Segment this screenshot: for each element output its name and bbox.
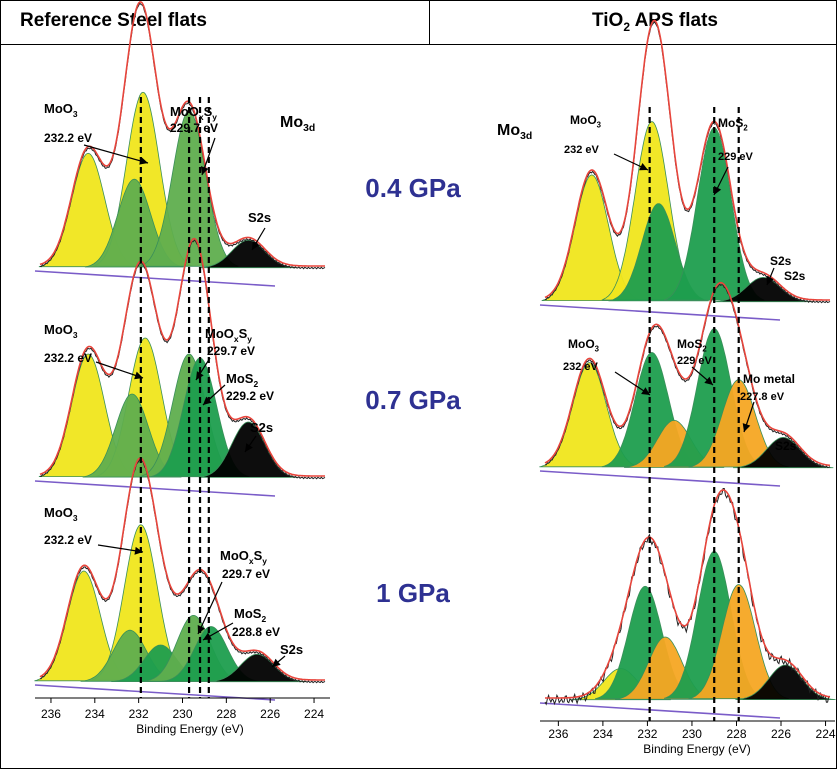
x-tick-label: 236 — [41, 707, 61, 721]
baseline-line — [539, 702, 781, 719]
x-tick-label: 234 — [593, 727, 613, 741]
label-s2s: S2s — [784, 269, 806, 283]
fit-envelope-line — [544, 19, 830, 301]
raw-data-line — [39, 458, 326, 684]
label-energy: 232.2 eV — [44, 131, 92, 145]
fit-envelope-line — [545, 489, 831, 699]
x-tick-label: 236 — [548, 727, 568, 741]
label-energy: 229.2 eV — [226, 389, 274, 403]
header-divider — [429, 0, 430, 44]
arrow-head — [714, 186, 722, 195]
pressure-label: 0.7 GPa — [365, 385, 461, 415]
baseline-line — [34, 480, 276, 497]
fit-envelope-line — [39, 237, 325, 477]
baseline-line — [539, 304, 781, 321]
raw-data-line — [544, 20, 831, 304]
x-tick-label: 228 — [216, 707, 236, 721]
x-tick-label: 228 — [726, 727, 746, 741]
label-energy: 229.7 eV — [207, 344, 255, 358]
left-panel-title: Reference Steel flats — [20, 10, 207, 31]
arrow-head — [704, 376, 713, 385]
label-energy: 229.7 eV — [170, 121, 218, 135]
panel-tio2 — [539, 19, 836, 726]
fit-envelope-line — [39, 457, 325, 681]
label-s2s: S2s — [248, 210, 271, 225]
label-mooxsy: MoOxSy — [170, 104, 217, 122]
baseline-line — [539, 470, 781, 487]
label-energy: 232 eV — [563, 361, 599, 373]
right-panel-title: TiO2 APS flats — [592, 10, 719, 34]
arrow-line — [83, 144, 149, 164]
x-tick-label: 234 — [85, 707, 105, 721]
arrow-line — [95, 361, 144, 379]
header-bar: Reference Steel flats TiO2 APS flats — [0, 0, 837, 45]
label-energy: 229 eV — [718, 151, 754, 163]
x-tick-label: 232 — [129, 707, 149, 721]
panel-steel — [34, 1, 330, 703]
arrow-head — [639, 162, 648, 171]
spectrum-1-gpa — [539, 488, 836, 719]
label-s2s: S2s — [775, 439, 797, 453]
x-axis-title: Binding Energy (eV) — [643, 742, 750, 756]
x-tick-label: 224 — [304, 707, 324, 721]
pressure-label: 1 GPa — [376, 578, 450, 608]
label-energy: 228.8 eV — [232, 625, 280, 639]
spectrum-0.4-gpa — [34, 1, 326, 287]
x-tick-label: 226 — [771, 727, 791, 741]
label-energy: 229 eV — [677, 355, 713, 367]
baseline-line — [34, 270, 276, 287]
x-tick-label: 230 — [682, 727, 702, 741]
mo3d-label: Mo3d — [497, 122, 532, 142]
label-mooxsy: MoOxSy — [220, 548, 267, 566]
label-energy: 229.7 eV — [222, 567, 270, 581]
label-energy: 232.2 eV — [44, 351, 92, 365]
label-mooxsy: MoOxSy — [205, 326, 252, 344]
label-energy: 232.2 eV — [44, 533, 92, 547]
label-mos2: MoS2 — [677, 337, 707, 354]
label-moo3: MoO3 — [44, 322, 78, 340]
label-s2s: S2s — [770, 254, 792, 268]
arrow-head — [134, 546, 143, 555]
fit-envelope-line — [544, 281, 831, 467]
arrow-head — [200, 166, 209, 175]
label-moo3: MoO3 — [44, 101, 78, 119]
arrow-head — [766, 276, 774, 285]
arrow-head — [245, 443, 253, 452]
label-s2s: S2s — [250, 420, 273, 435]
label-s2s: S2s — [280, 642, 303, 657]
x-tick-label: 224 — [816, 727, 836, 741]
arrow-head — [196, 371, 204, 380]
x-tick-label: 226 — [260, 707, 280, 721]
label-mo-metal: Mo metal — [743, 372, 795, 386]
x-tick-label: 232 — [637, 727, 657, 741]
arrow-head — [641, 387, 650, 395]
label-moo3: MoO3 — [44, 505, 78, 523]
x-axis-title: Binding Energy (eV) — [136, 722, 243, 736]
arrow-head — [272, 658, 281, 667]
label-mos2: MoS2 — [226, 371, 258, 389]
spectrum-1-gpa — [34, 457, 326, 701]
label-mos2: MoS2 — [718, 116, 748, 133]
raw-data-line — [545, 283, 831, 469]
spectrum-0.7-gpa — [34, 237, 326, 497]
label-energy: 232 eV — [564, 144, 600, 156]
label-mos2: MoS2 — [234, 606, 266, 624]
pressure-label: 0.4 GPa — [365, 173, 461, 203]
arrow-head — [742, 423, 751, 432]
x-tick-label: 230 — [172, 707, 192, 721]
arrow-head — [252, 241, 260, 250]
fit-envelope-line — [39, 1, 325, 267]
arrow-line — [197, 581, 223, 635]
label-moo3: MoO3 — [568, 337, 600, 354]
label-energy: 227.8 eV — [740, 391, 785, 403]
label-moo3: MoO3 — [570, 113, 602, 130]
mo3d-label: Mo3d — [280, 114, 315, 134]
